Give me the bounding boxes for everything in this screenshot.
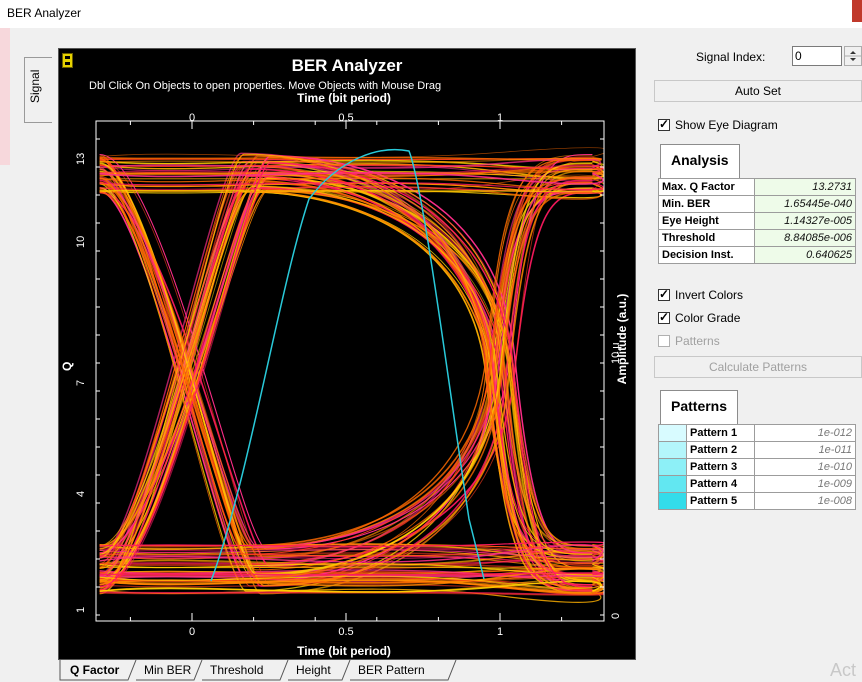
analysis-key: Max. Q Factor (658, 178, 755, 196)
pattern-color-swatch (658, 475, 687, 493)
color-grade-label: Color Grade (675, 311, 741, 325)
analysis-row: Threshold 8.84085e-006 (658, 229, 856, 247)
analysis-value[interactable]: 13.2731 (754, 178, 856, 196)
pattern-value: 1e-010 (754, 458, 856, 476)
analysis-value[interactable]: 0.640625 (754, 246, 856, 264)
tab-ber-pattern[interactable]: BER Pattern (358, 663, 425, 677)
q-factor-curve (210, 148, 485, 582)
patterns-label: Patterns (675, 334, 720, 348)
pattern-color-swatch (658, 458, 687, 476)
tab-analysis[interactable]: Analysis (660, 144, 740, 178)
window-titlebar: BER Analyzer (0, 0, 862, 28)
analysis-key: Threshold (658, 229, 755, 247)
tab-patterns[interactable]: Patterns (660, 390, 739, 424)
plot-frame (95, 120, 605, 622)
pattern-value: 1e-009 (754, 475, 856, 493)
pattern-color-swatch (658, 441, 687, 459)
signal-index-label: Signal Index: (696, 50, 766, 64)
bottom-tick-label: 0 (189, 626, 195, 638)
patterns-checkbox[interactable]: Patterns (658, 334, 720, 348)
left-axis-label: Q (60, 362, 74, 371)
pattern-row[interactable]: Pattern 2 1e-011 (658, 441, 856, 459)
bottom-tick-label: 0.5 (338, 626, 353, 638)
pattern-row[interactable]: Pattern 3 1e-010 (658, 458, 856, 476)
analysis-key: Decision Inst. (658, 246, 755, 264)
pattern-row[interactable]: Pattern 5 1e-008 (658, 492, 856, 510)
pattern-name: Pattern 2 (686, 441, 755, 459)
activation-watermark: Act (830, 660, 857, 680)
q-tick-label: 13 (75, 153, 87, 165)
plot-title: BER Analyzer (292, 56, 403, 75)
eye-diagram-canvas[interactable]: BER Analyzer Dbl Click On Objects to ope… (59, 49, 635, 659)
checkbox-checked-icon (658, 310, 670, 324)
q-tick-label: 1 (75, 607, 87, 613)
analysis-row: Min. BER 1.65445e-040 (658, 195, 856, 213)
tab-height[interactable]: Height (296, 663, 331, 677)
signal-index-spinner[interactable] (844, 46, 862, 66)
checkbox-checked-icon (658, 287, 670, 301)
eye-diagram-plot[interactable]: BER Analyzer Dbl Click On Objects to ope… (58, 48, 636, 660)
plot-hint: Dbl Click On Objects to open properties.… (89, 80, 441, 92)
auto-set-button[interactable]: Auto Set (654, 80, 862, 102)
show-eye-diagram-label: Show Eye Diagram (675, 118, 778, 132)
analysis-row: Eye Height 1.14327e-005 (658, 212, 856, 230)
plot-properties-icon[interactable] (62, 53, 73, 68)
background-strip (0, 28, 10, 165)
invert-colors-checkbox[interactable]: Invert Colors (658, 287, 744, 302)
tab-min-ber[interactable]: Min BER (144, 663, 192, 677)
amp-tick-label: 0 (610, 613, 622, 619)
analysis-row: Decision Inst. 0.640625 (658, 246, 856, 264)
pattern-name: Pattern 3 (686, 458, 755, 476)
checkbox-unchecked-icon (658, 335, 670, 347)
pattern-value: 1e-012 (754, 424, 856, 442)
close-button[interactable] (852, 0, 862, 22)
analysis-table: Max. Q Factor 13.2731 Min. BER 1.65445e-040… (658, 178, 856, 264)
calculate-patterns-button[interactable]: Calculate Patterns (654, 356, 862, 378)
analysis-key: Min. BER (658, 195, 755, 213)
pattern-color-swatch (658, 424, 687, 442)
analysis-value[interactable]: 1.14327e-005 (754, 212, 856, 230)
pattern-color-swatch (658, 492, 687, 510)
analysis-value[interactable]: 8.84085e-006 (754, 229, 856, 247)
pattern-name: Pattern 4 (686, 475, 755, 493)
right-axis-label: Amplitude (a.u.) (615, 294, 629, 385)
color-grade-checkbox[interactable]: Color Grade (658, 310, 741, 325)
analysis-row: Max. Q Factor 13.2731 (658, 178, 856, 196)
top-tick-label: 0 (189, 112, 195, 124)
pattern-name: Pattern 5 (686, 492, 755, 510)
show-eye-diagram-checkbox[interactable]: Show Eye Diagram (658, 117, 778, 132)
checkbox-checked-icon (658, 117, 670, 131)
signal-index-input[interactable]: 0 (792, 46, 842, 66)
invert-colors-label: Invert Colors (675, 288, 744, 302)
analysis-key: Eye Height (658, 212, 755, 230)
bottom-axis-label: Time (bit period) (297, 644, 391, 658)
tab-threshold[interactable]: Threshold (210, 663, 264, 677)
analysis-value[interactable]: 1.65445e-040 (754, 195, 856, 213)
q-tick-label: 4 (75, 491, 87, 497)
pattern-row[interactable]: Pattern 1 1e-012 (658, 424, 856, 442)
window-title: BER Analyzer (7, 6, 82, 20)
amp-tick-label: 10 μ (610, 342, 622, 364)
tab-signal-label: Signal (28, 69, 42, 103)
pattern-value: 1e-011 (754, 441, 856, 459)
top-axis-label: Time (bit period) (297, 91, 391, 105)
tab-q-factor[interactable]: Q Factor (70, 663, 120, 677)
top-tick-label: 0.5 (338, 112, 353, 124)
tab-separators (59, 660, 457, 681)
bottom-tab-bar: Q Factor Min BER Threshold Height BER Pa… (58, 660, 636, 682)
pattern-value: 1e-008 (754, 492, 856, 510)
tab-signal[interactable]: Signal (24, 57, 52, 123)
eye-traces (99, 147, 604, 603)
q-tick-label: 7 (75, 380, 87, 386)
axis-ticks (96, 121, 604, 621)
pattern-row[interactable]: Pattern 4 1e-009 (658, 475, 856, 493)
pattern-name: Pattern 1 (686, 424, 755, 442)
bottom-tick-label: 1 (497, 626, 503, 638)
top-tick-label: 1 (497, 112, 503, 124)
q-tick-label: 10 (75, 236, 87, 248)
